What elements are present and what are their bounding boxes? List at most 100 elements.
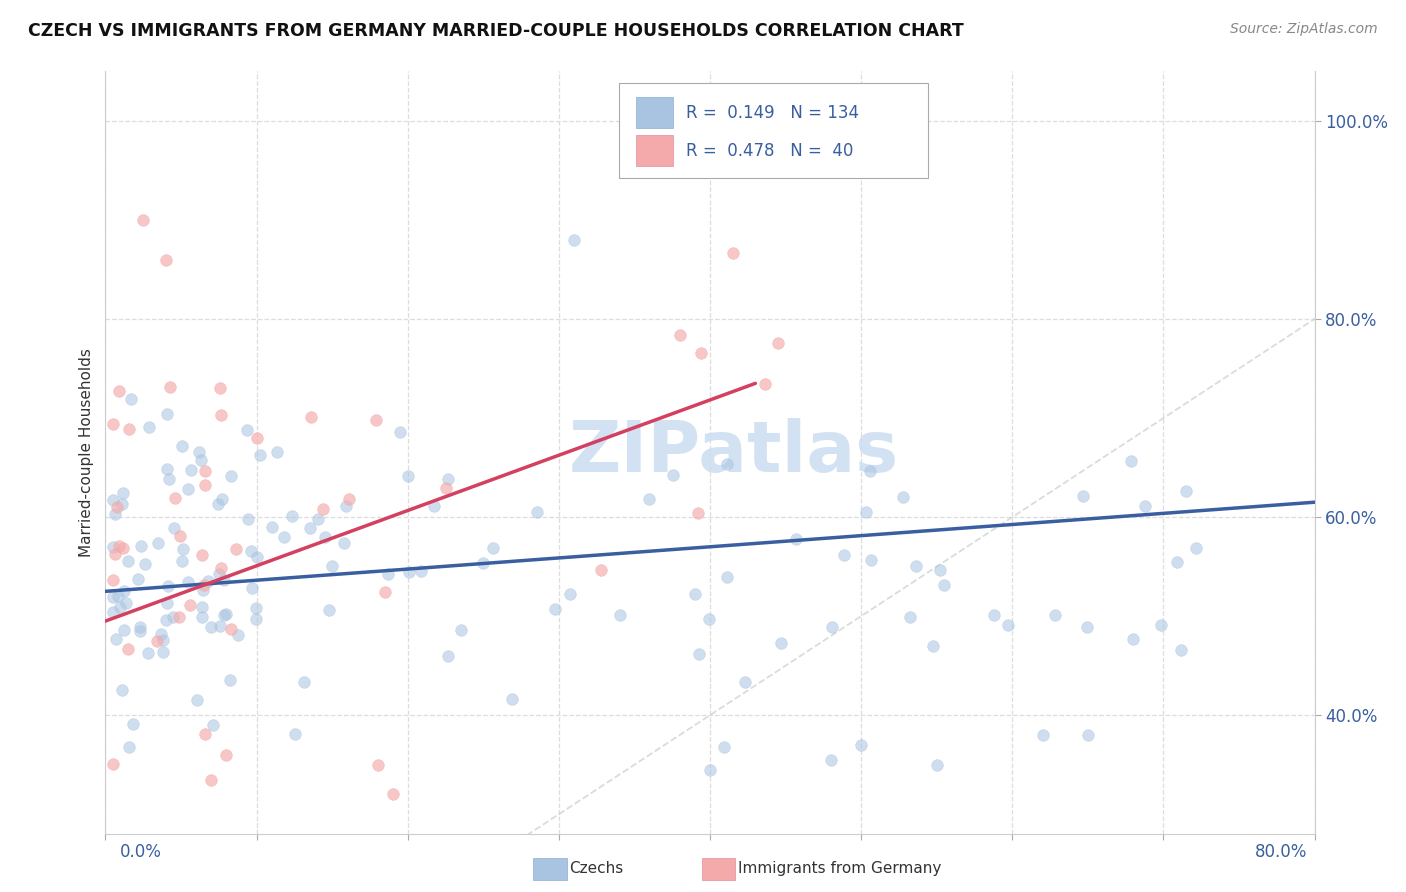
- Point: [716, 570, 738, 584]
- Point: [112, 584, 135, 599]
- Point: [190, 452, 212, 467]
- Point: [107, 500, 129, 514]
- Point: [111, 498, 134, 512]
- Point: [925, 757, 948, 772]
- Point: [200, 619, 222, 633]
- Point: [155, 613, 177, 627]
- Text: ZIPatlas: ZIPatlas: [569, 418, 900, 487]
- Point: [128, 624, 150, 639]
- Point: [194, 478, 217, 492]
- Point: [209, 409, 232, 423]
- Point: [377, 567, 399, 582]
- Point: [409, 564, 432, 578]
- Point: [107, 384, 129, 399]
- Point: [104, 507, 127, 521]
- Point: [1175, 483, 1198, 498]
- Point: [1071, 489, 1094, 503]
- Point: [860, 552, 883, 566]
- Point: [891, 490, 914, 504]
- Text: Source: ZipAtlas.com: Source: ZipAtlas.com: [1230, 22, 1378, 37]
- Point: [157, 579, 180, 593]
- Point: [163, 521, 186, 535]
- Point: [240, 581, 263, 595]
- Point: [117, 740, 139, 755]
- Point: [312, 502, 335, 516]
- Point: [152, 645, 174, 659]
- Point: [922, 639, 945, 653]
- Point: [314, 530, 336, 544]
- Point: [146, 536, 169, 550]
- Point: [683, 587, 706, 601]
- Point: [544, 602, 567, 616]
- Point: [688, 506, 710, 520]
- Point: [997, 617, 1019, 632]
- Point: [716, 457, 738, 471]
- Point: [699, 763, 721, 777]
- Point: [240, 544, 263, 558]
- Point: [1185, 541, 1208, 555]
- Point: [115, 596, 138, 610]
- Point: [266, 444, 288, 458]
- Point: [101, 591, 124, 605]
- Point: [1166, 555, 1188, 569]
- Point: [983, 607, 1005, 622]
- Point: [170, 554, 193, 568]
- Point: [219, 622, 242, 636]
- Point: [159, 380, 181, 394]
- Point: [187, 444, 209, 458]
- Point: [501, 692, 523, 706]
- Point: [591, 563, 613, 577]
- Point: [211, 491, 233, 506]
- Point: [238, 512, 260, 526]
- Point: [162, 610, 184, 624]
- Point: [138, 646, 160, 660]
- Point: [156, 596, 179, 610]
- Point: [180, 463, 202, 477]
- Text: Immigrants from Germany: Immigrants from Germany: [738, 862, 942, 876]
- Point: [138, 420, 160, 434]
- Point: [928, 563, 950, 577]
- Point: [193, 578, 215, 592]
- Point: [437, 472, 460, 486]
- FancyBboxPatch shape: [620, 83, 928, 178]
- Point: [111, 682, 134, 697]
- Point: [101, 417, 124, 431]
- Point: [754, 376, 776, 391]
- FancyBboxPatch shape: [637, 136, 672, 166]
- Point: [713, 740, 735, 755]
- Point: [191, 599, 214, 614]
- Point: [176, 482, 198, 496]
- Point: [834, 548, 856, 562]
- Point: [150, 627, 173, 641]
- Point: [197, 574, 219, 588]
- Text: Czechs: Czechs: [569, 862, 624, 876]
- Point: [904, 558, 927, 573]
- Point: [855, 505, 877, 519]
- Point: [1133, 500, 1156, 514]
- Point: [191, 583, 214, 598]
- Point: [101, 605, 124, 619]
- Point: [821, 620, 844, 634]
- Point: [219, 469, 242, 483]
- Point: [318, 603, 340, 617]
- Point: [108, 599, 131, 614]
- Point: [721, 246, 744, 260]
- Point: [262, 520, 284, 534]
- Point: [434, 482, 457, 496]
- Point: [245, 601, 267, 615]
- Point: [225, 541, 247, 556]
- Point: [558, 587, 581, 601]
- Point: [1032, 728, 1054, 742]
- Point: [212, 608, 235, 623]
- Point: [245, 612, 267, 626]
- Point: [366, 757, 388, 772]
- Point: [668, 328, 690, 343]
- Point: [201, 718, 224, 732]
- Point: [190, 610, 212, 624]
- Point: [209, 619, 232, 633]
- FancyBboxPatch shape: [637, 97, 672, 128]
- Point: [145, 634, 167, 648]
- Point: [208, 381, 231, 395]
- Point: [200, 772, 222, 787]
- Point: [859, 464, 882, 478]
